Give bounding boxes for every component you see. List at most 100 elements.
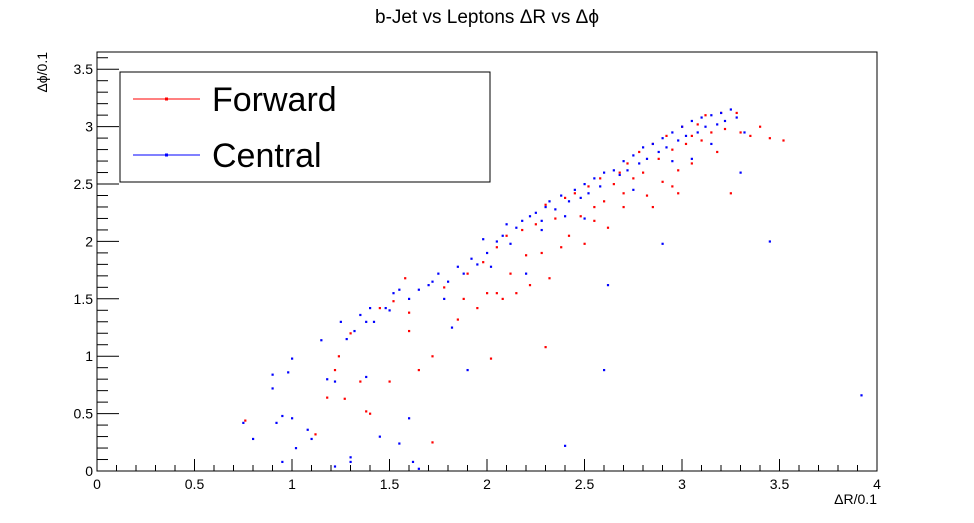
- data-point: [333, 465, 337, 468]
- data-point: [343, 397, 346, 400]
- data-point: [501, 297, 504, 301]
- data-point: [684, 134, 688, 137]
- data-point: [603, 368, 606, 372]
- data-point: [443, 297, 446, 301]
- data-point: [417, 467, 420, 470]
- data-point: [495, 246, 498, 249]
- y-tick-label: 0: [85, 463, 93, 479]
- data-point: [661, 242, 664, 245]
- data-point: [294, 447, 298, 450]
- data-point: [378, 435, 381, 438]
- y-tick-label: 2: [85, 233, 93, 249]
- data-point: [587, 192, 590, 195]
- data-point: [281, 414, 284, 418]
- data-point: [716, 123, 719, 126]
- chart-title: b-Jet vs Leptons ΔR vs Δϕ: [375, 7, 599, 28]
- data-point: [326, 378, 329, 381]
- data-point: [275, 421, 278, 424]
- data-point: [528, 215, 532, 218]
- y-tick-label: 1: [85, 348, 93, 364]
- data-point: [567, 200, 571, 203]
- data-point: [704, 125, 707, 128]
- data-point: [677, 192, 680, 195]
- y-tick-label: 3: [85, 119, 93, 135]
- data-point: [489, 265, 493, 268]
- data-point: [365, 410, 368, 413]
- data-point: [326, 396, 329, 399]
- data-point: [599, 185, 602, 188]
- points-layer: [242, 108, 863, 470]
- data-point: [622, 160, 625, 163]
- data-point: [626, 162, 629, 165]
- data-point: [681, 125, 684, 128]
- data-point: [501, 234, 504, 237]
- data-point: [642, 146, 645, 149]
- data-point: [349, 460, 352, 464]
- data-point: [349, 456, 352, 459]
- x-tick-label: 2: [483, 476, 491, 492]
- data-point: [671, 148, 674, 151]
- data-point: [690, 119, 693, 123]
- data-point: [593, 205, 596, 209]
- data-point: [466, 368, 469, 372]
- data-point: [482, 261, 485, 264]
- y-axis-title: Δϕ/0.1: [34, 52, 50, 93]
- data-point: [417, 288, 420, 291]
- data-point: [515, 226, 518, 229]
- data-point: [244, 419, 247, 422]
- data-point: [560, 246, 563, 249]
- legend-label-central: Central: [212, 137, 322, 175]
- data-point: [739, 171, 742, 174]
- legend-box: [119, 71, 491, 183]
- series-forward: [244, 111, 785, 444]
- data-point: [489, 357, 493, 360]
- data-point: [486, 251, 489, 255]
- data-point: [606, 226, 610, 229]
- data-point: [612, 169, 615, 172]
- data-point: [495, 292, 498, 295]
- data-point: [540, 219, 543, 222]
- data-point: [651, 142, 654, 146]
- data-point: [408, 417, 411, 420]
- data-point: [466, 272, 469, 275]
- data-point: [671, 160, 674, 163]
- data-point: [632, 154, 635, 157]
- legend: Forward Central: [119, 71, 491, 183]
- data-point: [314, 433, 317, 436]
- legend-marker-central: [165, 153, 168, 157]
- data-point: [710, 114, 713, 117]
- data-point: [579, 215, 582, 218]
- data-point: [729, 108, 732, 111]
- data-point: [447, 280, 450, 283]
- data-point: [287, 371, 290, 374]
- data-point: [388, 380, 391, 383]
- data-point: [690, 157, 693, 160]
- data-point: [427, 284, 430, 287]
- x-tick-label: 3.5: [770, 476, 790, 492]
- series-central: [242, 108, 863, 470]
- data-point: [540, 251, 543, 255]
- data-point: [482, 238, 485, 241]
- data-point: [564, 196, 567, 199]
- data-point: [534, 223, 537, 226]
- data-point: [398, 288, 401, 291]
- x-tick-label: 0: [93, 476, 101, 492]
- data-point: [505, 234, 508, 237]
- data-point: [638, 150, 641, 154]
- data-point: [310, 437, 313, 441]
- data-point: [548, 277, 551, 280]
- data-point: [735, 116, 738, 119]
- data-point: [700, 139, 703, 142]
- data-point: [281, 460, 284, 464]
- data-point: [515, 292, 518, 295]
- data-point: [291, 417, 294, 420]
- data-point: [476, 306, 479, 310]
- data-point: [345, 337, 348, 341]
- data-point: [583, 242, 586, 245]
- data-point: [509, 242, 512, 245]
- data-point: [359, 313, 362, 317]
- data-point: [554, 208, 557, 211]
- data-point: [378, 306, 381, 310]
- x-tick-label: 1.5: [380, 476, 400, 492]
- data-point: [716, 150, 719, 154]
